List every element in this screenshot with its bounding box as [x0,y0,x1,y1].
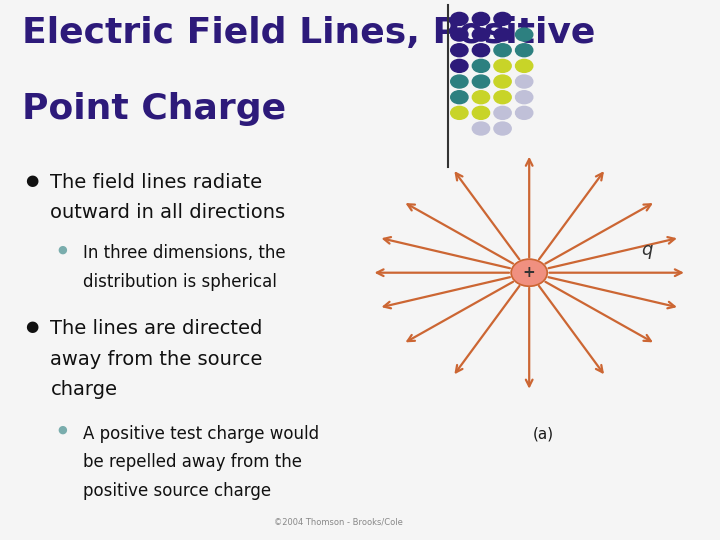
Text: ●: ● [58,424,68,435]
Text: The lines are directed: The lines are directed [50,319,263,338]
Circle shape [494,12,511,25]
Circle shape [472,91,490,104]
Text: (a): (a) [533,427,554,442]
Text: positive source charge: positive source charge [83,482,271,501]
Text: distribution is spherical: distribution is spherical [83,273,276,291]
Circle shape [451,91,468,104]
Circle shape [516,75,533,88]
Circle shape [451,12,468,25]
Circle shape [516,44,533,57]
Circle shape [494,122,511,135]
Text: Point Charge: Point Charge [22,92,286,126]
Text: +: + [523,265,536,280]
Text: Electric Field Lines, Positive: Electric Field Lines, Positive [22,16,595,50]
Circle shape [516,59,533,72]
Circle shape [494,106,511,119]
Circle shape [472,44,490,57]
Circle shape [472,59,490,72]
Text: be repelled away from the: be repelled away from the [83,454,302,471]
Circle shape [451,106,468,119]
Text: The field lines radiate: The field lines radiate [50,173,263,192]
Circle shape [472,12,490,25]
Circle shape [511,259,547,286]
Circle shape [494,75,511,88]
Text: ●: ● [25,173,38,188]
Circle shape [451,75,468,88]
Circle shape [472,28,490,41]
Circle shape [451,44,468,57]
Text: charge: charge [50,380,117,399]
Circle shape [494,59,511,72]
Circle shape [451,28,468,41]
Circle shape [472,75,490,88]
Circle shape [451,59,468,72]
Text: outward in all directions: outward in all directions [50,204,286,222]
Text: away from the source: away from the source [50,350,263,369]
Circle shape [516,106,533,119]
Circle shape [494,91,511,104]
Circle shape [472,122,490,135]
Text: ●: ● [58,244,68,254]
Text: In three dimensions, the: In three dimensions, the [83,244,285,262]
Circle shape [472,106,490,119]
Circle shape [494,28,511,41]
Text: $q$: $q$ [641,243,654,261]
Circle shape [494,44,511,57]
Text: A positive test charge would: A positive test charge would [83,424,319,443]
Circle shape [516,28,533,41]
Circle shape [516,91,533,104]
Text: ©2004 Thomson - Brooks/Cole: ©2004 Thomson - Brooks/Cole [274,517,402,526]
Text: ●: ● [25,319,38,334]
